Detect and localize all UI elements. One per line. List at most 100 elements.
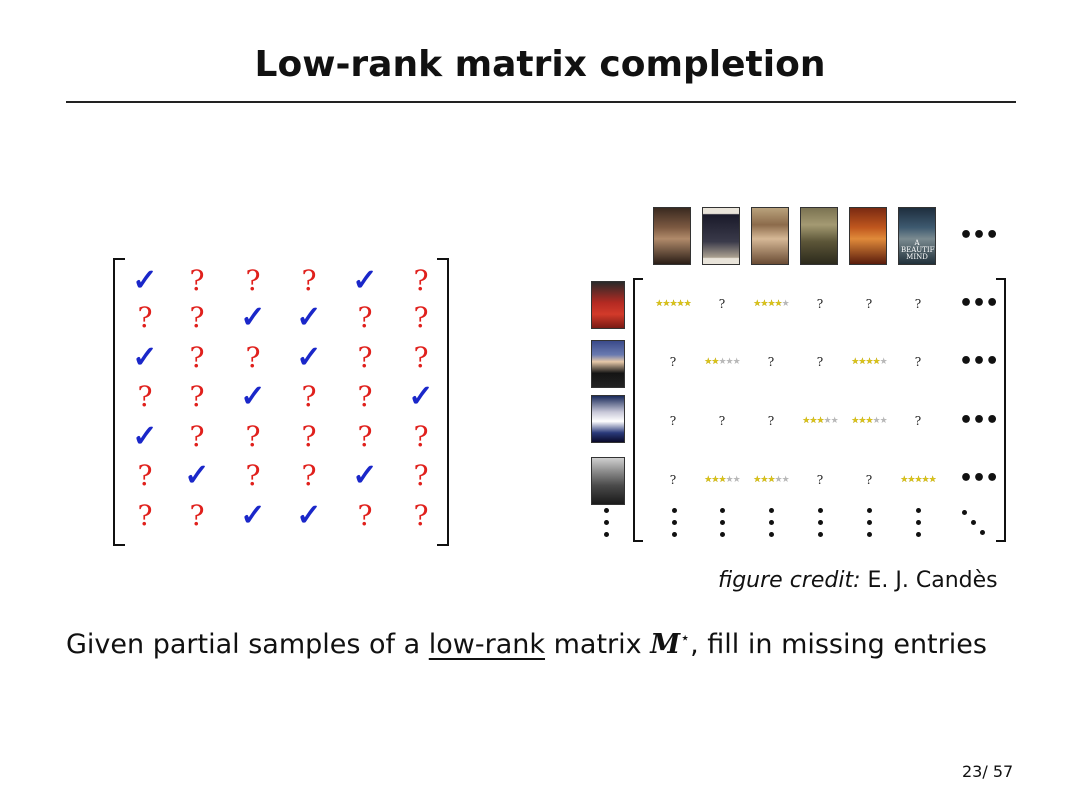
observed-entry: ✓	[296, 497, 322, 533]
missing-rating: ?	[767, 414, 775, 428]
observed-entry: ✓	[408, 378, 434, 414]
row-ellipsis: •••	[959, 466, 999, 491]
observed-entry: ✓	[240, 299, 266, 335]
observed-entry: ✓	[296, 299, 322, 335]
observed-entry: ✓	[240, 378, 266, 414]
poster-label: A BEAUTIFUL MIND	[901, 239, 935, 261]
star-rating: ★★★★★	[753, 475, 789, 485]
row-ellipsis: •••	[959, 349, 999, 374]
missing-entry: ?	[189, 263, 205, 297]
observed-entry: ✓	[296, 339, 322, 375]
missing-entry: ?	[245, 263, 261, 297]
missing-rating: ?	[669, 414, 677, 428]
missing-entry: ?	[413, 300, 429, 334]
matrix-symbol: M	[650, 629, 681, 660]
missing-entry: ?	[413, 263, 429, 297]
star-rating: ★★★★★	[900, 475, 936, 485]
user-photo-singer	[591, 395, 625, 443]
missing-entry: ?	[137, 300, 153, 334]
star-rating: ★★★★★	[802, 416, 838, 426]
missing-entry: ?	[189, 419, 205, 453]
movie-poster-shawshank	[751, 207, 789, 265]
column-vertical-ellipsis	[865, 508, 873, 542]
missing-entry: ?	[357, 419, 373, 453]
missing-entry: ?	[301, 419, 317, 453]
diagonal-ellipsis	[960, 508, 990, 538]
user-photo-politician	[591, 340, 625, 388]
observed-entry: ✓	[352, 262, 378, 298]
observed-entry: ✓	[352, 457, 378, 493]
missing-entry: ?	[357, 498, 373, 532]
row-ellipsis: •••	[959, 408, 999, 433]
caption-before: Given partial samples of a	[66, 629, 429, 660]
movie-poster-english-patient	[849, 207, 887, 265]
missing-entry: ?	[245, 340, 261, 374]
observed-entry: ✓	[132, 262, 158, 298]
missing-entry: ?	[189, 379, 205, 413]
missing-rating: ?	[914, 355, 922, 369]
missing-rating: ?	[914, 297, 922, 311]
matrix-superscript: ⋆	[680, 628, 691, 647]
missing-entry: ?	[245, 458, 261, 492]
missing-entry: ?	[245, 419, 261, 453]
caption-middle: matrix	[545, 629, 651, 660]
missing-entry: ?	[413, 340, 429, 374]
figure-credit: figure credit: E. J. Candès	[718, 568, 998, 593]
ratings-left-bracket	[633, 278, 643, 542]
missing-entry: ?	[357, 379, 373, 413]
credit-prefix: figure credit:	[718, 568, 861, 593]
missing-entry: ?	[137, 379, 153, 413]
credit-author: E. J. Candès	[867, 568, 998, 593]
column-vertical-ellipsis	[718, 508, 726, 542]
missing-rating: ?	[718, 297, 726, 311]
column-vertical-ellipsis	[670, 508, 678, 542]
missing-rating: ?	[816, 297, 824, 311]
missing-entry: ?	[413, 498, 429, 532]
missing-rating: ?	[865, 297, 873, 311]
movie-poster-beautiful-mind: A BEAUTIFUL MIND	[898, 207, 936, 265]
right-bracket	[437, 258, 449, 546]
column-vertical-ellipsis	[767, 508, 775, 542]
missing-rating: ?	[914, 414, 922, 428]
star-rating: ★★★★★	[851, 357, 887, 367]
missing-entry: ?	[137, 458, 153, 492]
movie-poster-godfather	[653, 207, 691, 265]
missing-entry: ?	[189, 498, 205, 532]
slide-caption: Given partial samples of a low-rank matr…	[66, 628, 987, 660]
missing-rating: ?	[816, 473, 824, 487]
missing-entry: ?	[189, 340, 205, 374]
user-photo-athlete	[591, 281, 625, 329]
caption-after: , fill in missing entries	[690, 629, 987, 660]
missing-entry: ?	[413, 458, 429, 492]
observed-entry: ✓	[132, 339, 158, 375]
missing-entry: ?	[189, 300, 205, 334]
observed-entry: ✓	[132, 418, 158, 454]
caption-underlined: low-rank	[428, 629, 546, 660]
star-rating: ★★★★★	[753, 299, 789, 309]
missing-rating: ?	[718, 414, 726, 428]
ratings-right-bracket	[996, 278, 1006, 542]
missing-rating: ?	[669, 355, 677, 369]
movie-poster-starwars	[702, 207, 740, 265]
column-vertical-ellipsis	[914, 508, 922, 542]
missing-entry: ?	[137, 498, 153, 532]
movie-poster-lotr	[800, 207, 838, 265]
missing-entry: ?	[357, 300, 373, 334]
missing-rating: ?	[767, 355, 775, 369]
star-rating: ★★★★★	[851, 416, 887, 426]
sampling-matrix: ✓??? ✓??? ✓ ✓?? ✓?? ✓???? ✓?? ✓ ✓?????? ✓?? ✓??? ✓ ✓…	[113, 258, 449, 548]
observed-entry: ✓	[240, 497, 266, 533]
left-bracket	[113, 258, 125, 546]
page-number: 23/ 57	[962, 762, 1014, 781]
row-ellipsis: •••	[959, 291, 999, 316]
star-rating: ★★★★★	[704, 357, 740, 367]
columns-ellipsis: •••	[959, 223, 999, 248]
star-rating: ★★★★★	[655, 299, 691, 309]
missing-entry: ?	[301, 379, 317, 413]
star-rating: ★★★★★	[704, 475, 740, 485]
user-photo-scientist	[591, 457, 625, 505]
slide-title: Low-rank matrix completion	[254, 44, 826, 85]
missing-rating: ?	[816, 355, 824, 369]
missing-rating: ?	[669, 473, 677, 487]
